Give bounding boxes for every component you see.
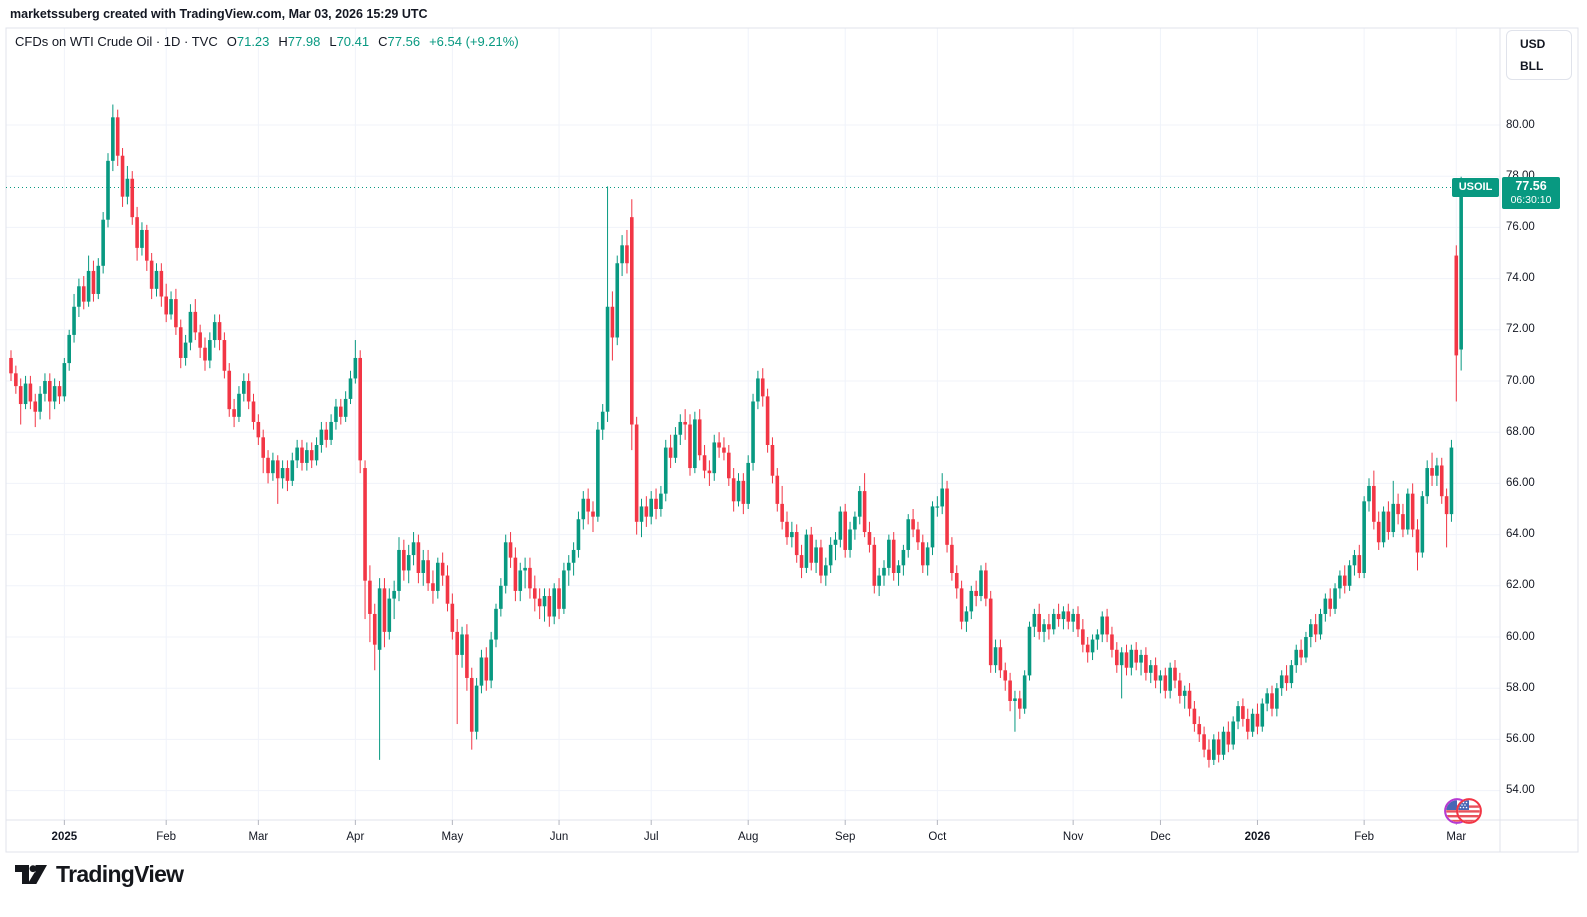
close-label: C <box>378 33 388 49</box>
ohlc-low: L70.41 <box>329 34 369 49</box>
time-tick-label: Aug <box>737 831 759 843</box>
price-tick-label: 80.00 <box>1506 118 1535 131</box>
time-tick-label: Oct <box>928 831 947 843</box>
time-tick-label: Nov <box>1062 831 1084 843</box>
close-value: 77.56 <box>387 33 421 49</box>
watermark-attribution: marketssuberg created with TradingView.c… <box>10 7 428 21</box>
time-tick-label: Feb <box>156 831 177 843</box>
time-tick-label: Sep <box>834 831 856 843</box>
time-tick-label: 2026 <box>1244 831 1271 843</box>
price-tick-label: 66.00 <box>1506 476 1535 489</box>
time-tick-label: Mar <box>1446 831 1467 843</box>
time-tick-label: Apr <box>346 831 365 843</box>
change-value: +6.54 (+9.21%) <box>429 33 519 49</box>
chart-legend[interactable]: CFDs on WTI Crude Oil · 1D · TVC O71.23 … <box>15 32 519 50</box>
time-tick-label: May <box>441 831 464 843</box>
unit-toggle[interactable]: BLL <box>1520 59 1544 73</box>
price-tick-label: 60.00 <box>1506 630 1535 643</box>
open-label: O <box>226 33 237 49</box>
price-tick-label: 74.00 <box>1506 272 1535 285</box>
price-tick-label: 70.00 <box>1506 374 1535 387</box>
last-price-box: 77.56 06:30:10 <box>1502 176 1560 209</box>
low-value: 70.41 <box>336 33 370 49</box>
bar-countdown: 06:30:10 <box>1510 193 1552 206</box>
time-tick-label: Feb <box>1354 831 1375 843</box>
time-tick-label: Mar <box>248 831 269 843</box>
price-tick-label: 76.00 <box>1506 220 1535 233</box>
footer: TradingView <box>14 860 184 888</box>
us-flag-event-icon[interactable] <box>1442 794 1484 828</box>
price-tick-label: 54.00 <box>1506 784 1535 797</box>
high-label: H <box>278 33 288 49</box>
symbol-title[interactable]: CFDs on WTI Crude Oil · 1D · TVC <box>15 33 218 49</box>
price-tick-label: 72.00 <box>1506 323 1535 336</box>
ohlc-close: C77.56 <box>378 34 420 49</box>
tradingview-logo-icon[interactable] <box>14 860 48 888</box>
open-value: 71.23 <box>236 33 270 49</box>
time-tick-label: Dec <box>1150 831 1171 843</box>
time-tick-label: 2025 <box>51 831 78 843</box>
price-tick-label: 56.00 <box>1506 732 1535 745</box>
last-price: 77.56 <box>1515 178 1547 193</box>
price-tick-label: 68.00 <box>1506 425 1535 438</box>
currency-toggle[interactable]: USD <box>1520 37 1546 51</box>
time-tick-label: Jul <box>643 831 659 843</box>
price-tick-label: 62.00 <box>1506 579 1535 592</box>
time-tick-label: Jun <box>549 831 569 843</box>
price-tick-label: 58.00 <box>1506 681 1535 694</box>
ohlc-high: H77.98 <box>278 34 320 49</box>
currency-unit-box: USD BLL <box>1506 30 1572 80</box>
symbol-price-label: USOIL <box>1452 177 1499 197</box>
ohlc-open: O71.23 <box>227 34 270 49</box>
price-tick-label: 64.00 <box>1506 528 1535 541</box>
flag-front-icon <box>1456 798 1482 824</box>
high-value: 77.98 <box>287 33 321 49</box>
low-label: L <box>329 33 337 49</box>
tradingview-wordmark[interactable]: TradingView <box>56 860 184 887</box>
